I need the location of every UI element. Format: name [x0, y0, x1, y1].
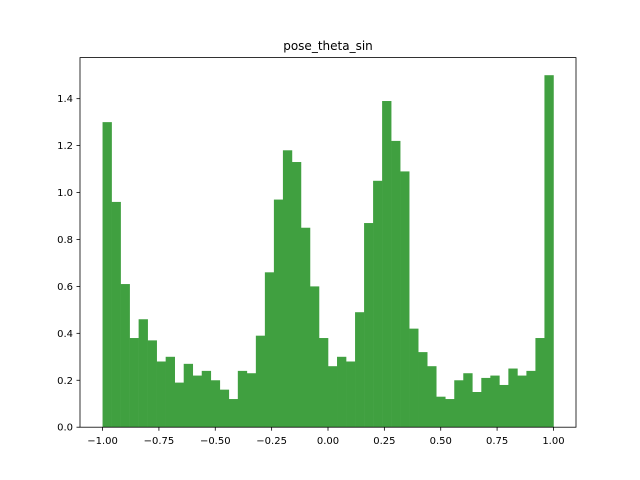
x-tick-label: −0.25 [256, 436, 287, 447]
histogram-bar [300, 227, 311, 428]
x-tick-label: 0.50 [430, 436, 452, 447]
histogram-bar [264, 272, 275, 428]
chart-title: pose_theta_sin [283, 39, 373, 53]
histogram-bar [391, 140, 401, 428]
histogram-bar [427, 366, 437, 428]
histogram-bar [445, 399, 455, 428]
plot-frame [79, 57, 577, 428]
histogram-bar [355, 312, 365, 428]
x-tick-label: −1.00 [87, 436, 118, 447]
histogram-bar [481, 377, 491, 428]
histogram-bar [120, 284, 130, 428]
histogram-bar [337, 356, 347, 428]
histogram-bar [291, 162, 302, 428]
histogram-bar [165, 356, 175, 428]
histogram-bar [111, 201, 121, 428]
histogram-bar [454, 380, 464, 428]
histogram-bar [418, 352, 428, 428]
histogram-bar [102, 122, 112, 428]
histogram-bar [364, 223, 374, 428]
x-tick-label: 0.25 [373, 436, 395, 447]
histogram-bar [228, 399, 239, 428]
histogram-bar [183, 363, 194, 428]
histogram-bar [147, 340, 157, 428]
histogram-bar [499, 384, 509, 428]
histogram-bar [210, 380, 221, 428]
x-tick-label: 0.00 [317, 436, 339, 447]
histogram-bar [526, 370, 536, 428]
histogram-bar [346, 361, 356, 428]
histogram-bar [174, 382, 185, 428]
histogram-bar [373, 180, 383, 428]
histogram-bar [246, 373, 257, 428]
x-tick-label: 1.00 [542, 436, 564, 447]
histogram-bar [156, 361, 166, 428]
histogram-bar [328, 366, 338, 428]
y-tick-label: 0.6 [57, 282, 73, 293]
y-tick-label: 0.0 [57, 423, 73, 434]
histogram-bar [472, 392, 482, 428]
y-tick-label: 1.2 [57, 141, 73, 152]
histogram-bar [255, 335, 266, 428]
histogram-bar [382, 101, 392, 428]
histogram-bar [237, 370, 248, 428]
y-tick-label: 0.8 [57, 235, 73, 246]
histogram-bar [508, 368, 518, 428]
histogram-bar [517, 375, 527, 428]
y-tick-label: 0.2 [57, 376, 73, 387]
y-axis-ticks: 0.0 0.2 0.4 0.6 0.8 1.0 1.2 1.4 [57, 94, 80, 434]
histogram-bar [192, 375, 203, 428]
y-tick-label: 1.0 [57, 188, 73, 199]
x-tick-label: −0.50 [200, 436, 231, 447]
histogram-bar [273, 199, 284, 428]
y-tick-label: 0.4 [57, 329, 73, 340]
histogram-bar [490, 375, 500, 428]
bars-group [102, 75, 554, 428]
histogram-bar [138, 319, 148, 428]
histogram-bar [129, 338, 139, 428]
histogram-bar [400, 171, 410, 428]
histogram-bar [318, 338, 329, 428]
histogram-bar [436, 396, 446, 428]
histogram-bar [309, 286, 320, 428]
histogram-bar [409, 328, 419, 428]
y-tick-label: 1.4 [57, 94, 73, 105]
histogram-bar [535, 338, 545, 428]
histogram-bar [544, 75, 554, 428]
histogram-bar [282, 150, 293, 428]
histogram-bar [201, 370, 212, 428]
x-axis-ticks: −1.00 −0.75 −0.50 −0.25 0.00 0.25 0.50 0.75 1.00 [87, 427, 565, 447]
histogram-bar [219, 389, 230, 428]
x-tick-label: −0.75 [144, 436, 175, 447]
x-tick-label: 0.75 [486, 436, 508, 447]
histogram-bar [463, 373, 473, 428]
